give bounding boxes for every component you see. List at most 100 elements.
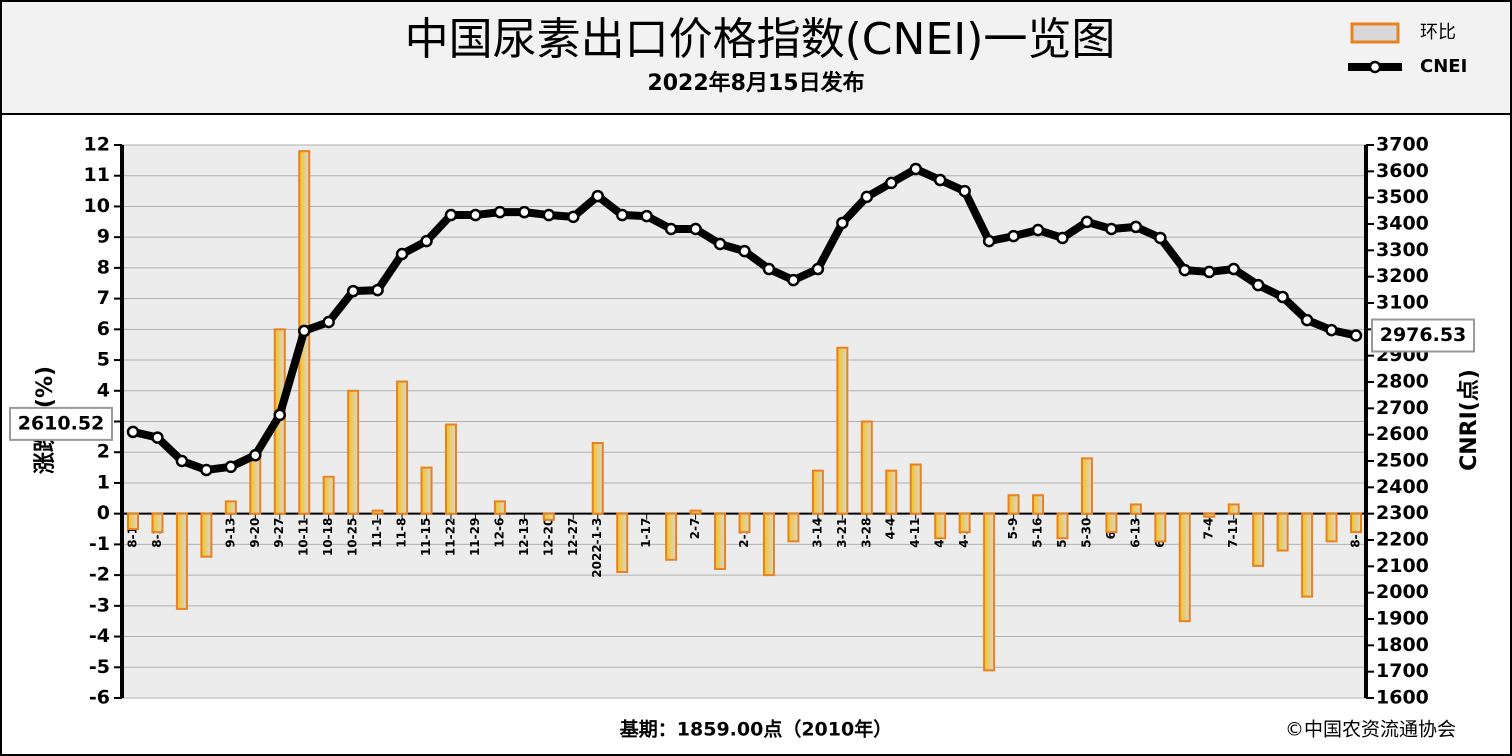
cnei-point [322,315,335,329]
header [0,0,1512,115]
cnei-point [1031,223,1045,237]
bar [836,346,849,515]
x-tick-label: 10-25 [346,518,360,556]
cnei-point [689,222,702,236]
bar [1325,512,1338,543]
y2-tick-label: 2600 [1376,423,1429,445]
cnei-point [885,176,898,190]
cnei-point [1276,290,1289,304]
x-tick-label: 11-1 [370,518,384,548]
cnei-point [1080,215,1094,229]
cnei-point [1227,262,1240,276]
bar [1056,512,1069,540]
x-tick-label: 10-18 [321,518,335,556]
bar [983,512,996,672]
y2-tick-label: 3300 [1376,239,1429,261]
footer-base: 基期：1859.00点（2010年） [619,718,892,741]
x-tick-label: 9-20 [248,518,262,548]
x-tick-label: 12-27 [566,518,580,556]
value-label-box [9,406,113,441]
y-tick-label: 0 [97,502,110,524]
bar [591,442,604,515]
y-tick-label: -2 [89,564,110,586]
cnei-point [836,216,849,230]
cnei-point [224,460,238,474]
x-tick-label: 11-22 [443,518,457,556]
chart-subtitle: 2022年8月15日发布 [647,70,864,96]
y-tick-label: 5 [97,349,110,371]
x-tick-label: 7-11 [1226,518,1240,548]
cnei-point [664,222,678,236]
cnei-point [982,234,996,248]
bar [616,512,629,574]
x-tick-label: 3-28 [859,518,873,548]
x-tick-label: 3-14 [810,518,824,548]
legend-label: 环比 [1420,22,1456,43]
x-tick-label: 12-6 [492,518,506,548]
bar [885,469,898,515]
cnei-point [1178,263,1192,277]
bar [420,466,433,515]
bar [1350,512,1362,534]
y2-tick-label: 2100 [1376,555,1429,577]
cnei-point [346,284,360,298]
x-tick-label: 9-13 [223,518,237,548]
y2-tick-label: 2400 [1376,476,1429,498]
bar [1129,503,1142,515]
y2-tick-label: 2700 [1376,397,1429,419]
x-tick-label: 1-17 [639,518,653,548]
y2-tick-label: 1700 [1376,660,1429,682]
cnei-point [1129,220,1143,234]
cnei-point [518,205,531,219]
bar [175,512,188,610]
y2-tick-label: 2000 [1376,581,1429,603]
y2-tick-label: 2500 [1376,450,1429,472]
cnei-point [591,189,604,203]
cnei-point [151,431,164,444]
bar [1178,512,1191,623]
bar [127,512,139,531]
cnei-point [1349,329,1363,342]
x-tick-label: 12-13 [517,518,531,556]
cnei-point [1154,231,1167,245]
y-tick-label: 2 [97,441,110,463]
y-tick-label: -6 [89,687,110,709]
x-tick-label: 11-8 [395,518,409,548]
legend-label: CNEI [1420,56,1467,77]
bar [1105,512,1118,534]
y2-tick-label: 2300 [1376,502,1429,524]
y-tick-label: -3 [89,594,110,616]
y-tick-label: 11 [84,164,110,186]
bar [909,463,922,515]
cnei-point [273,408,287,422]
cnei-point [126,425,140,439]
bar [396,380,409,515]
y-tick-label: 9 [97,226,110,248]
cnei-point [933,173,947,187]
cnei-point [1007,229,1020,243]
x-tick-label: 6-13 [1128,518,1142,548]
bar [958,512,971,534]
cnei-point [713,237,727,251]
bar [1276,512,1289,552]
cnei-point [371,283,384,297]
legend-swatch-point [1368,60,1382,74]
value-label: 2610.52 [18,412,105,434]
cnei-point [493,205,507,219]
cnei-point [395,247,409,261]
y2-tick-label: 3200 [1376,265,1429,287]
cnei-point [1105,222,1118,236]
bar [1227,503,1240,515]
cnei-point [738,244,751,258]
y2-tick-label: 3600 [1376,160,1429,182]
x-tick-label: 2-7 [688,518,702,540]
cnei-point [200,463,213,477]
bar [934,512,947,540]
bar [542,512,555,521]
y-tick-label: 8 [97,256,110,278]
cnei-point [860,190,874,204]
bar [249,454,262,515]
y-tick-label: 4 [97,379,110,401]
bar [860,420,873,515]
cnei-point [762,262,776,276]
